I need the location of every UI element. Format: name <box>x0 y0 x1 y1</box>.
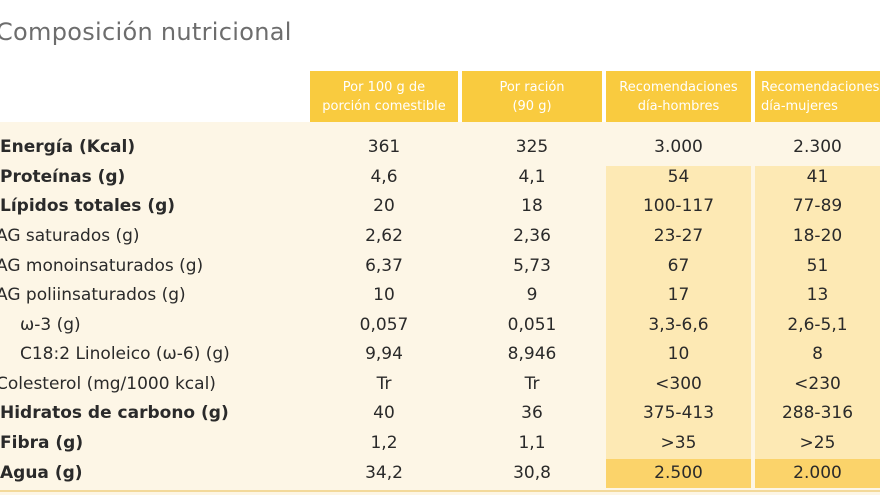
value-recommend-men: 67 <box>667 256 690 276</box>
value-recommend-men: 375-413 <box>642 403 715 423</box>
value-per-100g: 9,94 <box>365 344 403 364</box>
value-recommend-men: 54 <box>667 167 690 187</box>
value-recommend-women: 77-89 <box>792 196 843 216</box>
column-header-recommend-men: Recomendaciones día-hombres <box>606 71 751 122</box>
row-label: Colesterol (mg/1000 kcal) <box>0 374 216 394</box>
table-row-water: Agua (g) 34,2 30,8 2.500 2.000 <box>0 459 880 488</box>
value-recommend-women: 2,6-5,1 <box>787 315 848 335</box>
row-label: AG saturados (g) <box>0 226 140 246</box>
value-recommend-men: 100-117 <box>642 196 715 216</box>
row-label: C18:2 Linoleico (ω-6) (g) <box>20 344 230 364</box>
value-per-100g: 4,6 <box>370 167 398 187</box>
value-per-serving: 0,051 <box>507 315 557 335</box>
value-per-100g: 40 <box>373 403 395 423</box>
value-per-serving: Tr <box>524 374 540 394</box>
value-per-100g: 2,62 <box>365 226 403 246</box>
table-row-polyunsaturated: AG poliinsaturados (g) 10 9 17 13 <box>0 281 880 310</box>
value-per-serving: 325 <box>515 137 549 157</box>
value-per-100g: 10 <box>373 285 395 305</box>
recommend-band-women <box>755 166 880 459</box>
value-per-serving: 8,946 <box>507 344 557 364</box>
row-label: ω-3 (g) <box>20 315 81 335</box>
column-header-line2: porción comestible <box>322 98 446 114</box>
value-recommend-men: 2.500 <box>654 463 703 483</box>
table-row-fiber: Fibra (g) 1,2 1,1 >35 >25 <box>0 429 880 458</box>
value-per-serving: 4,1 <box>518 167 546 187</box>
value-recommend-men: 17 <box>667 285 690 305</box>
value-per-serving: 36 <box>521 403 543 423</box>
value-recommend-men: <300 <box>655 374 702 394</box>
column-header-line2: (90 g) <box>512 98 552 114</box>
value-recommend-men: 3.000 <box>654 137 703 157</box>
value-per-serving: 5,73 <box>513 256 551 276</box>
value-per-serving: 9 <box>526 285 538 305</box>
row-label: AG monoinsaturados (g) <box>0 256 204 276</box>
column-header-line1: Recomendaciones <box>619 79 738 95</box>
value-recommend-women: 8 <box>812 344 823 364</box>
column-header-line2: día-hombres <box>637 98 720 114</box>
table-row-saturated: AG saturados (g) 2,62 2,36 23-27 18-20 <box>0 222 880 251</box>
value-per-100g: 0,057 <box>359 315 409 335</box>
row-label: Hidratos de carbono (g) <box>0 403 229 423</box>
value-per-serving: 1,1 <box>518 433 546 453</box>
value-recommend-women: 2.300 <box>793 137 842 157</box>
column-header-per-100g: Por 100 g de porción comestible <box>310 71 458 122</box>
row-label: AG poliinsaturados (g) <box>0 285 186 305</box>
table-row-total-lipids: Lípidos totales (g) 20 18 100-117 77-89 <box>0 192 880 221</box>
value-recommend-women: 13 <box>806 285 829 305</box>
table-row-linoleic: C18:2 Linoleico (ω-6) (g) 9,94 8,946 10 … <box>0 340 880 369</box>
table-row-monounsaturated: AG monoinsaturados (g) 6,37 5,73 67 51 <box>0 252 880 281</box>
value-per-serving: 2,36 <box>513 226 551 246</box>
value-per-100g: Tr <box>376 374 392 394</box>
column-header-line1: Recomendaciones <box>761 79 880 95</box>
column-header-per-serving: Por ración (90 g) <box>462 71 602 122</box>
row-label: Energía (Kcal) <box>0 137 136 157</box>
water-highlight-men <box>606 459 751 488</box>
value-recommend-women: 2.000 <box>793 463 842 483</box>
value-per-100g: 6,37 <box>365 256 403 276</box>
value-per-100g: 20 <box>373 196 395 216</box>
value-recommend-women: 288-316 <box>781 403 854 423</box>
value-recommend-women: 18-20 <box>792 226 843 246</box>
column-header-recommend-women: Recomendaciones día-mujeres <box>755 71 880 122</box>
column-header-line1: Por 100 g de <box>342 79 426 95</box>
row-label: Lípidos totales (g) <box>0 196 176 216</box>
water-highlight-women <box>755 459 880 488</box>
value-recommend-women: <230 <box>794 374 841 394</box>
value-recommend-men: 3,3-6,6 <box>648 315 709 335</box>
value-per-100g: 34,2 <box>365 463 403 483</box>
value-recommend-women: 51 <box>806 256 829 276</box>
value-per-serving: 30,8 <box>513 463 551 483</box>
value-recommend-men: 10 <box>667 344 690 364</box>
table-row-cholesterol: Colesterol (mg/1000 kcal) Tr Tr <300 <23… <box>0 370 880 399</box>
column-header-line2: día-mujeres <box>761 98 838 114</box>
table-row-energy: Energía (Kcal) 361 325 3.000 2.300 <box>0 133 880 162</box>
table-row-omega3: ω-3 (g) 0,057 0,051 3,3-6,6 2,6-5,1 <box>0 311 880 340</box>
table-row-carbohydrates: Hidratos de carbono (g) 40 36 375-413 28… <box>0 399 880 428</box>
value-per-serving: 18 <box>521 196 543 216</box>
value-recommend-men: 23-27 <box>653 226 704 246</box>
value-per-100g: 361 <box>367 137 401 157</box>
row-label: Proteínas (g) <box>0 167 126 187</box>
column-header-line1: Por ración <box>499 79 565 95</box>
value-per-100g: 1,2 <box>370 433 398 453</box>
value-recommend-men: >35 <box>660 433 697 453</box>
value-recommend-women: 41 <box>806 167 829 187</box>
page-title: Composición nutricional <box>0 18 292 46</box>
row-label: Agua (g) <box>0 463 83 483</box>
row-label: Fibra (g) <box>0 433 84 453</box>
value-recommend-women: >25 <box>799 433 836 453</box>
table-row-proteins: Proteínas (g) 4,6 4,1 54 41 <box>0 163 880 192</box>
recommend-band-men <box>606 166 751 459</box>
table-bottom-rule <box>0 490 880 492</box>
